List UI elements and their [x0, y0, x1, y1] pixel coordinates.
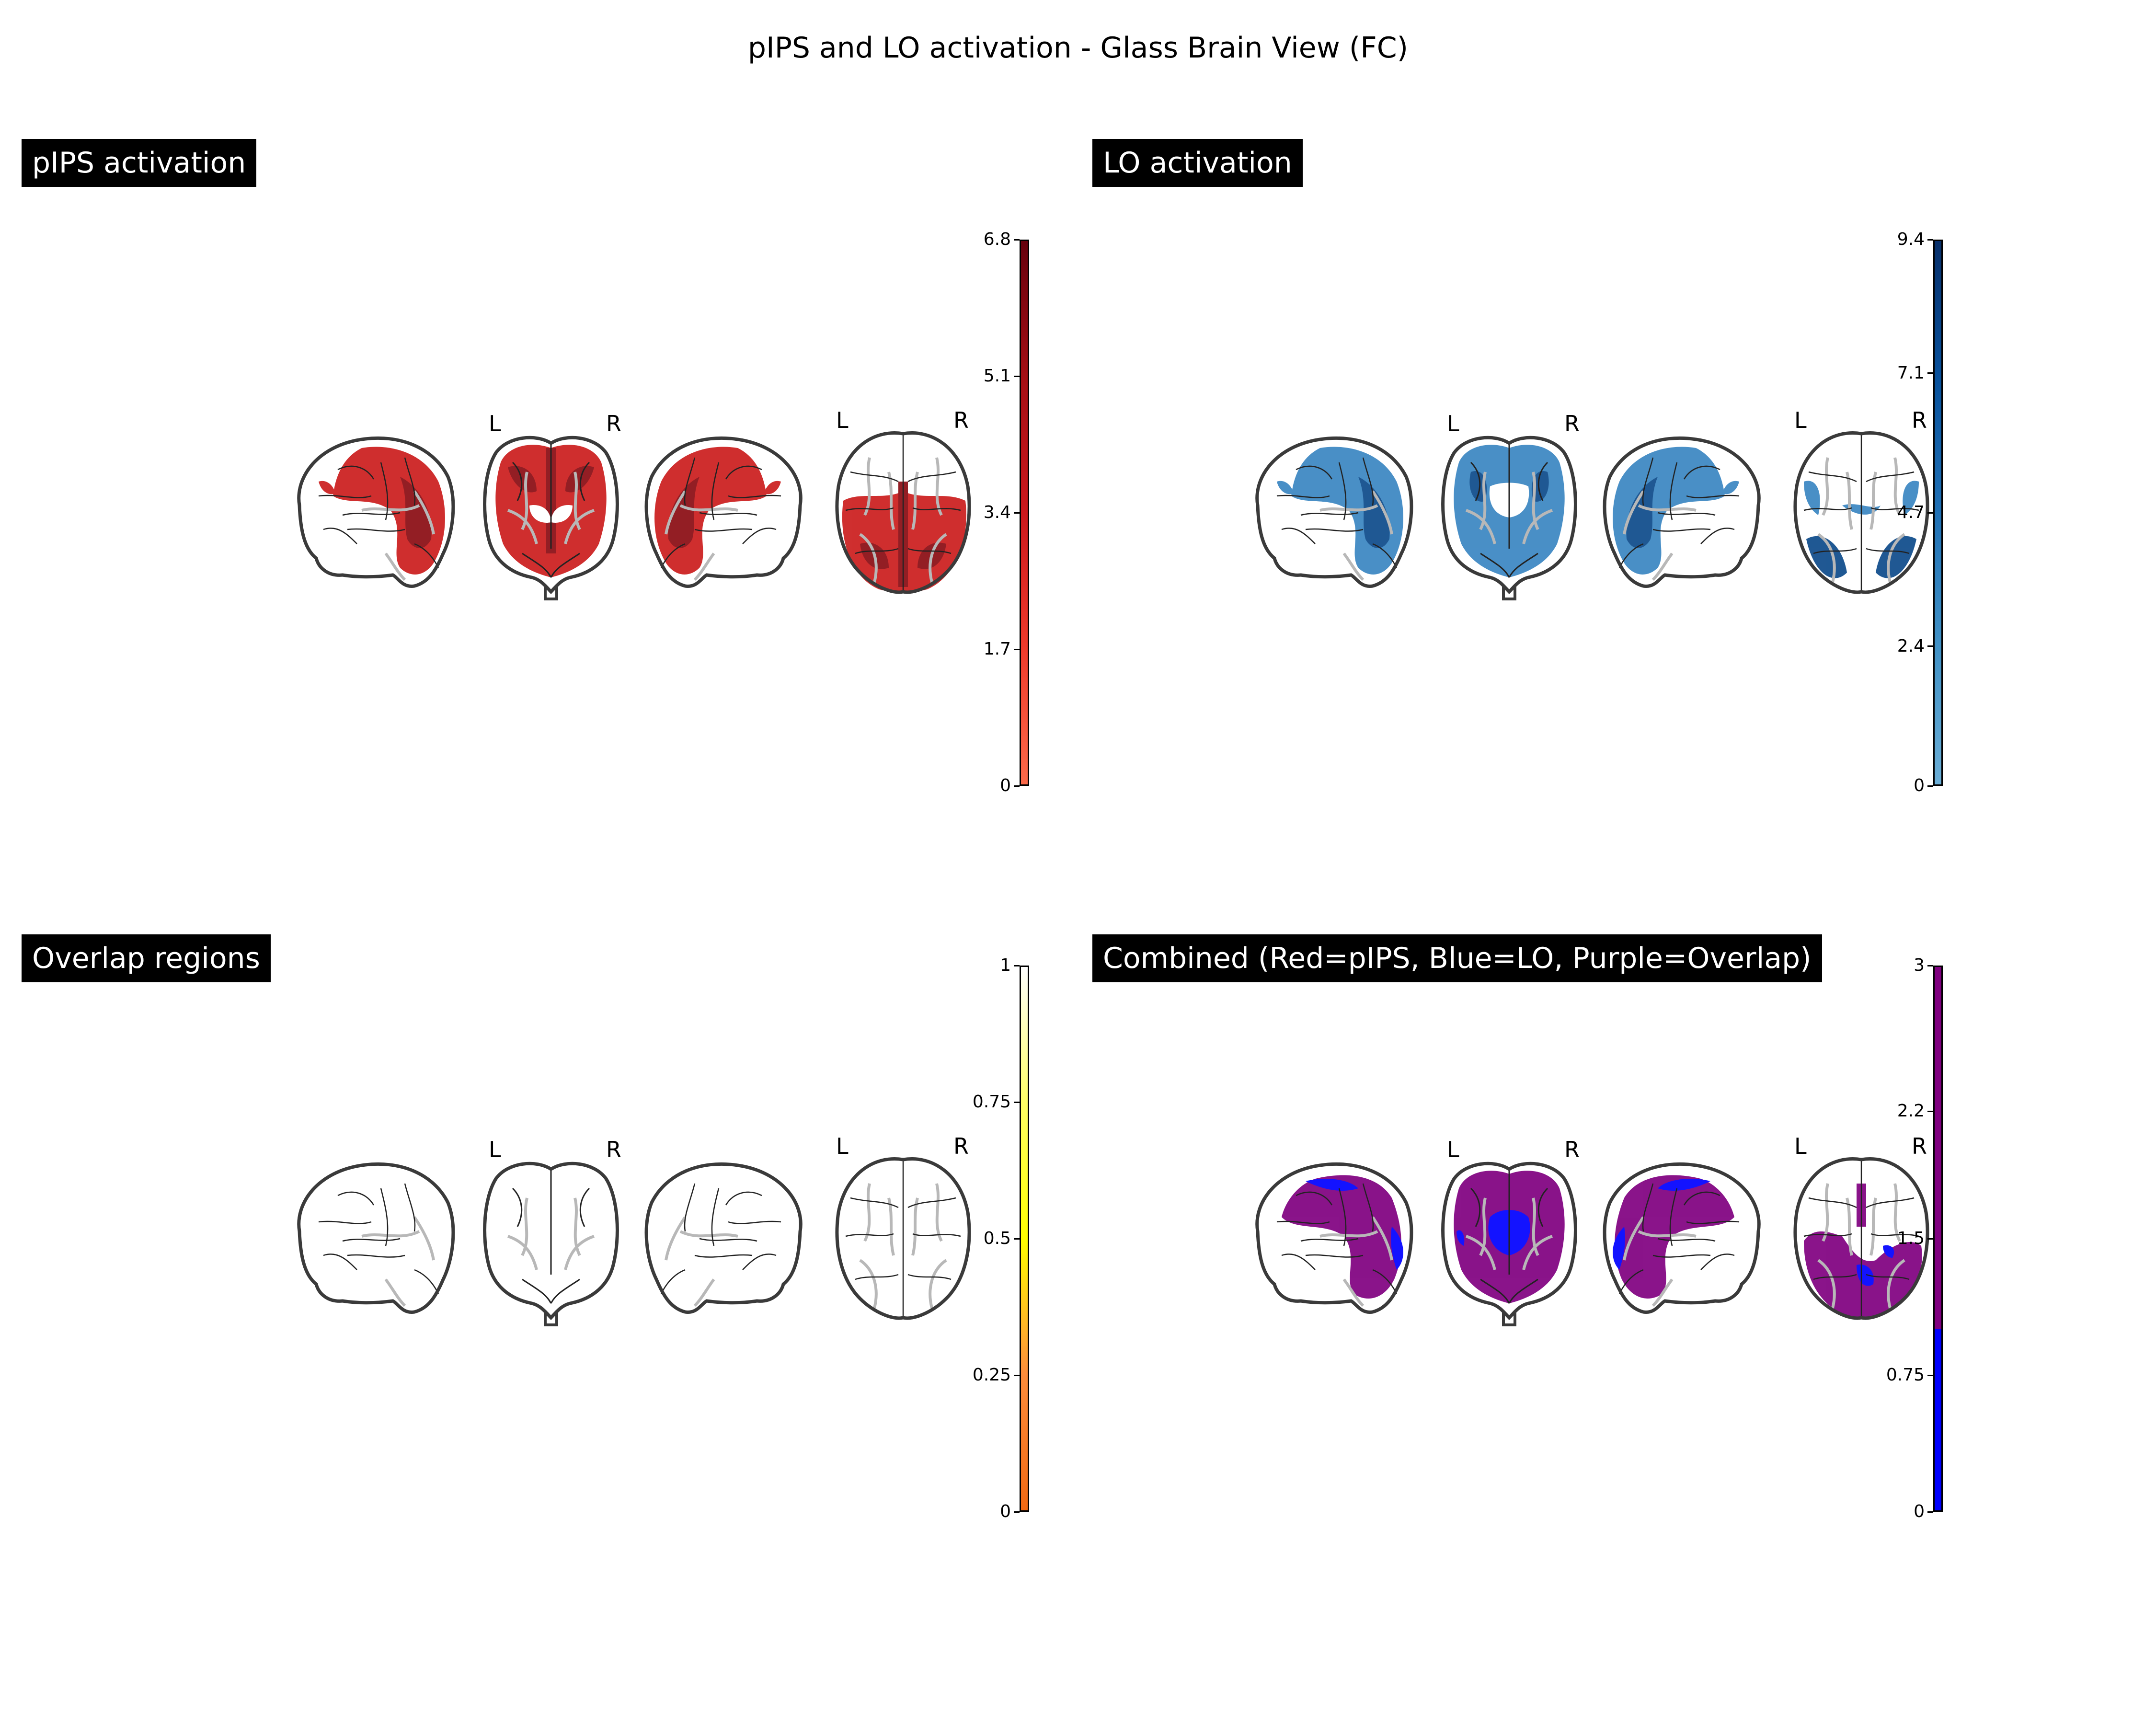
- sagittal-view: [1603, 436, 1761, 588]
- colorbar: [1933, 240, 1943, 786]
- colorbar-tick-label: 1.5: [1897, 1229, 1925, 1248]
- hemisphere-label-right: R: [606, 411, 621, 437]
- colorbar-tick-label: 1.7: [983, 639, 1011, 659]
- colorbar-tick-label: 0: [1000, 1502, 1011, 1521]
- colorbar-tick-label: 5.1: [983, 366, 1011, 386]
- colorbar-tick-mark: [1927, 1110, 1933, 1112]
- colorbar-tick-label: 2.2: [1897, 1101, 1925, 1121]
- hemisphere-label-right: R: [1912, 1133, 1927, 1159]
- hemisphere-label-left: L: [489, 411, 501, 437]
- colorbar-tick-mark: [1927, 785, 1933, 787]
- colorbar: [1020, 240, 1029, 786]
- colorbar-tick-label: 3.4: [983, 503, 1011, 522]
- colorbar-tick-mark: [1014, 512, 1020, 514]
- colorbar-tick-label: 0: [1914, 776, 1925, 795]
- hemisphere-label-left: L: [1447, 1137, 1459, 1162]
- sagittal-view: [297, 436, 455, 588]
- colorbar: [1933, 966, 1943, 1512]
- colorbar-tick-mark: [1927, 512, 1933, 514]
- panel-title: pIPS activation: [22, 139, 257, 187]
- hemisphere-label-right: R: [1912, 407, 1927, 433]
- hemisphere-label-left: L: [1447, 411, 1459, 437]
- hemisphere-label-left: L: [489, 1137, 501, 1162]
- colorbar-tick-mark: [1927, 239, 1933, 241]
- colorbar-tick-mark: [1927, 372, 1933, 374]
- sagittal-view: [1603, 1162, 1761, 1314]
- sagittal-view: [644, 436, 803, 588]
- sagittal-view: [1255, 436, 1413, 588]
- colorbar: [1020, 966, 1029, 1512]
- colorbar-tick-mark: [1014, 1238, 1020, 1240]
- colorbar-tick-label: 4.7: [1897, 503, 1925, 522]
- hemisphere-label-right: R: [1564, 411, 1580, 437]
- hemisphere-label-right: R: [1564, 1137, 1580, 1162]
- colorbar-tick-label: 3: [1914, 955, 1925, 975]
- colorbar-tick-mark: [1014, 965, 1020, 966]
- colorbar-tick-label: 0.5: [983, 1229, 1011, 1248]
- figure-title: pIPS and LO activation - Glass Brain Vie…: [747, 31, 1409, 65]
- colorbar-tick-mark: [1927, 1511, 1933, 1513]
- colorbar-tick-label: 6.8: [983, 230, 1011, 249]
- hemisphere-label-right: R: [953, 407, 969, 433]
- panel-title: LO activation: [1092, 139, 1303, 187]
- colorbar-tick-label: 2.4: [1897, 636, 1925, 656]
- colorbar-tick-label: 9.4: [1897, 230, 1925, 249]
- colorbar-tick-mark: [1014, 1511, 1020, 1513]
- colorbar-tick-mark: [1014, 1374, 1020, 1376]
- sagittal-view: [644, 1162, 803, 1314]
- colorbar-tick-label: 0.25: [972, 1365, 1011, 1385]
- colorbar-tick-label: 0: [1000, 776, 1011, 795]
- colorbar-tick-mark: [1014, 785, 1020, 787]
- hemisphere-label-left: L: [836, 1133, 849, 1159]
- colorbar-tick-label: 7.1: [1897, 363, 1925, 383]
- colorbar-tick-label: 1: [1000, 955, 1011, 975]
- colorbar-tick-label: 0: [1914, 1502, 1925, 1521]
- colorbar-tick-mark: [1014, 239, 1020, 241]
- colorbar-tick-mark: [1014, 375, 1020, 377]
- sagittal-view: [297, 1162, 455, 1314]
- colorbar-tick-mark: [1014, 1101, 1020, 1103]
- hemisphere-label-right: R: [606, 1137, 621, 1162]
- colorbar-tick-mark: [1927, 645, 1933, 647]
- colorbar-tick-mark: [1927, 1374, 1933, 1376]
- sagittal-view: [1255, 1162, 1413, 1314]
- panel-combined: Combined (Red=pIPS, Blue=LO, Purple=Over…: [1092, 934, 2146, 1605]
- colorbar-tick-mark: [1927, 1238, 1933, 1240]
- hemisphere-label-left: L: [1794, 407, 1807, 433]
- panel-title: Overlap regions: [22, 934, 271, 982]
- colorbar-tick-label: 0.75: [972, 1092, 1011, 1112]
- hemisphere-label-left: L: [836, 407, 849, 433]
- colorbar-tick-label: 0.75: [1886, 1365, 1925, 1385]
- hemisphere-label-left: L: [1794, 1133, 1807, 1159]
- colorbar-tick-mark: [1014, 648, 1020, 650]
- hemisphere-label-right: R: [953, 1133, 969, 1159]
- colorbar-tick-mark: [1927, 965, 1933, 966]
- panel-title: Combined (Red=pIPS, Blue=LO, Purple=Over…: [1092, 934, 1822, 982]
